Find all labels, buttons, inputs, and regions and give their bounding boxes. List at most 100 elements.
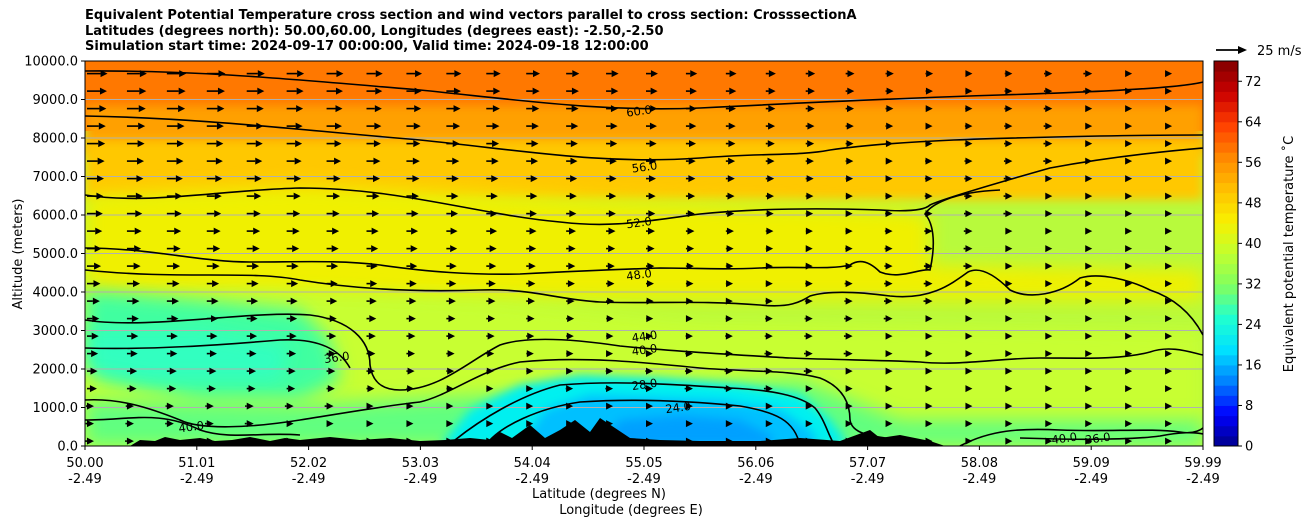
colorbar-segment: [1214, 354, 1238, 366]
wind-vector: [406, 157, 420, 165]
wind-vector: [965, 105, 973, 113]
wind-vector: [406, 227, 419, 235]
wind-vector: [764, 350, 773, 358]
wind-vector: [366, 332, 376, 340]
wind-vector: [246, 87, 265, 95]
y-tick-label-6: 6000.0: [33, 209, 79, 224]
wind-vector: [1165, 227, 1173, 235]
wind-vector: [326, 385, 335, 393]
wind-vector: [1045, 280, 1053, 288]
x-tick-lon-2: -2.49: [292, 472, 326, 487]
contour-44: [85, 269, 1203, 336]
contour-40-bottom-left: [85, 416, 301, 437]
wind-vector: [86, 315, 100, 323]
wind-vector: [1125, 280, 1133, 288]
wind-vector: [126, 227, 142, 235]
title-line-2: Latitudes (degrees north): 50.00,60.00, …: [85, 23, 664, 39]
contour-label-0: 60.0: [625, 102, 652, 119]
wind-vector: [884, 280, 893, 288]
wind-vector: [845, 122, 854, 130]
wind-vector: [685, 332, 693, 340]
x-tick-lat-7: 57.07: [849, 456, 886, 471]
wind-vector: [1165, 420, 1173, 428]
chart-title: Equivalent Potential Temperature cross s…: [85, 8, 857, 55]
wind-vector: [366, 315, 377, 323]
wind-vector: [965, 332, 973, 340]
x-tick-lat-1: 51.01: [178, 456, 215, 471]
wind-vector: [1045, 245, 1053, 253]
contour-40-mid: [399, 338, 1203, 391]
x-tick-lat-5: 55.05: [625, 456, 662, 471]
wind-vector: [566, 105, 579, 113]
wind-vector: [925, 367, 933, 375]
wind-vector: [125, 437, 134, 445]
wind-vector: [765, 87, 776, 95]
wind-vector: [126, 175, 144, 183]
wind-vector: [605, 367, 614, 375]
wind-vector: [206, 87, 225, 95]
wind-vector: [284, 402, 294, 410]
wind-vector: [845, 87, 855, 95]
colorbar-segment: [1214, 283, 1238, 295]
wind-vector: [206, 175, 223, 183]
wind-vector: [125, 402, 134, 410]
wind-vector: [166, 210, 182, 218]
contour-60: [85, 70, 1203, 110]
wind-vector: [406, 105, 422, 113]
wind-vector: [1005, 297, 1013, 305]
wind-vector: [885, 122, 894, 130]
colorbar-segment: [1214, 385, 1238, 396]
wind-vector: [206, 367, 217, 375]
colorbar-tick-label-6: 48: [1245, 196, 1262, 211]
wind-vector: [1165, 245, 1173, 253]
wind-vector: [486, 122, 500, 130]
wind-vector: [486, 262, 497, 270]
wind-vector: [286, 332, 297, 340]
wind-vector: [965, 402, 973, 410]
wind-vector: [86, 157, 105, 165]
wind-vector: [486, 332, 495, 340]
wind-vector: [1003, 192, 1013, 200]
wind-vector: [765, 210, 774, 218]
y-tick-label-8: 8000.0: [33, 132, 79, 147]
wind-vector: [446, 350, 455, 358]
colorbar-segment: [1214, 253, 1238, 265]
colorbar-segment: [1214, 131, 1238, 143]
wind-vector: [526, 350, 534, 358]
wind-vector: [1085, 350, 1093, 358]
wind-vector: [1005, 280, 1013, 288]
wind-vector: [925, 332, 933, 340]
x-tick-lon-10: -2.49: [1186, 472, 1220, 487]
wind-vector: [286, 245, 300, 253]
wind-vector: [166, 105, 186, 113]
wind-vector: [685, 175, 696, 183]
wind-vector: [645, 87, 658, 95]
wind-vector: [366, 175, 380, 183]
wind-vector: [286, 210, 301, 218]
wind-vector: [526, 175, 538, 183]
wind-vector: [645, 70, 658, 78]
wind-vector: [885, 420, 893, 428]
wind-vector: [606, 227, 616, 235]
wind-vector: [366, 157, 381, 165]
wind-vector: [406, 402, 414, 410]
wind-vector: [845, 245, 853, 253]
wind-vector: [1043, 157, 1053, 165]
wind-vector: [86, 175, 105, 183]
wind-vector: [805, 105, 815, 113]
wind-vector: [406, 420, 414, 428]
wind-vector: [924, 175, 933, 183]
colorbar-segment: [1214, 81, 1238, 92]
wind-vector: [286, 227, 300, 235]
wind-vector: [844, 297, 853, 305]
wind-vector: [685, 315, 693, 323]
wind-vector: [406, 175, 420, 183]
wind-vector: [725, 280, 734, 288]
wind-vector: [486, 175, 499, 183]
colorbar-segment: [1214, 324, 1238, 336]
wind-vector: [526, 280, 536, 288]
wind-vector: [964, 175, 973, 183]
contour-label-7: 28.0: [631, 376, 658, 393]
wind-vector: [246, 332, 258, 340]
wind-vector: [286, 367, 296, 375]
